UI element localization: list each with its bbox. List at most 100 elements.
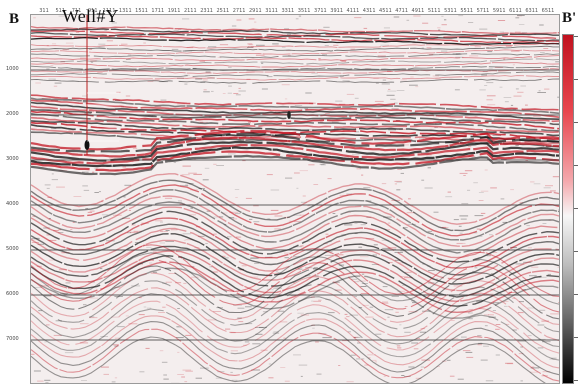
noise-speck [510,247,517,249]
noise-speck [256,44,265,46]
noise-speck [512,329,517,331]
reflector [31,261,559,314]
noise-speck [185,184,189,186]
noise-speck [73,196,82,197]
noise-speck [266,288,271,290]
noise-speck [500,283,507,285]
noise-speck [340,60,347,62]
unconformity [31,129,559,176]
seismic-section-canvas[interactable] [30,14,560,384]
noise-speck [353,337,357,339]
noise-speck [320,164,326,166]
noise-speck [387,316,390,318]
noise-speck [269,273,279,274]
noise-speck [517,340,526,342]
noise-speck [313,300,321,302]
noise-speck [318,58,321,60]
noise-speck [409,84,418,86]
noise-speck [152,79,160,81]
noise-speck [346,316,350,318]
noise-speck [295,18,299,20]
noise-speck [394,102,398,104]
noise-speck [46,45,49,47]
noise-speck [250,276,259,278]
noise-speck [131,285,141,287]
noise-speck [58,269,67,271]
noise-speck [360,293,369,295]
noise-speck [372,359,377,361]
noise-speck [191,276,199,278]
noise-speck [300,375,303,377]
reflector [31,272,559,325]
noise-speck [205,243,208,244]
noise-speck [128,210,131,211]
noise-speck [461,336,467,338]
noise-speck [284,28,289,30]
noise-speck [354,131,360,133]
noise-speck [478,192,484,193]
noise-speck [88,48,93,50]
noise-speck [31,242,39,243]
noise-speck [533,115,541,117]
noise-speck [442,360,447,362]
noise-speck [165,256,170,258]
reflector [31,110,559,130]
noise-speck [364,364,369,366]
noise-speck [82,101,87,103]
noise-speck [288,55,292,57]
noise-speck [383,375,386,377]
noise-speck [400,172,404,174]
noise-speck [182,32,190,34]
noise-speck [160,221,163,223]
trace-tick-label: 2711 [232,8,246,14]
noise-speck [51,179,58,181]
noise-speck [85,208,89,209]
noise-speck [420,328,426,330]
noise-speck [111,316,120,318]
profile-start-marker: B [9,11,20,27]
reflector [31,154,559,176]
noise-speck [427,282,435,284]
noise-speck [432,75,439,77]
noise-speck [114,296,123,297]
noise-speck [387,222,391,224]
noise-speck [441,24,447,26]
noise-speck [357,280,366,282]
noise-speck [81,29,89,31]
noise-speck [299,214,305,216]
noise-speck [538,276,547,278]
noise-speck [428,54,434,56]
noise-speck [334,289,342,291]
noise-speck [473,182,478,184]
noise-speck [311,324,315,326]
reflector [31,49,559,55]
noise-speck [293,354,301,356]
noise-speck [182,18,190,20]
noise-speck [396,181,402,183]
noise-speck [354,97,359,99]
noise-speck [161,361,168,363]
noise-speck [80,57,87,59]
noise-speck [334,128,339,130]
reflector [31,36,559,46]
noise-speck [232,218,238,220]
noise-speck [159,242,165,244]
noise-speck [400,276,408,277]
noise-speck [125,315,129,317]
noise-speck [503,97,512,98]
noise-speck [342,129,350,131]
noise-speck [89,317,98,319]
reflector [31,78,559,84]
noise-speck [60,61,65,63]
reflector [31,112,559,132]
noise-speck [146,307,152,309]
noise-speck [152,271,158,273]
noise-speck [320,121,324,123]
noise-speck [544,88,550,90]
noise-speck [186,47,194,49]
noise-speck [35,82,41,84]
reflector [31,227,559,280]
noise-speck [537,347,544,349]
noise-speck [477,335,482,337]
noise-speck [480,212,486,214]
